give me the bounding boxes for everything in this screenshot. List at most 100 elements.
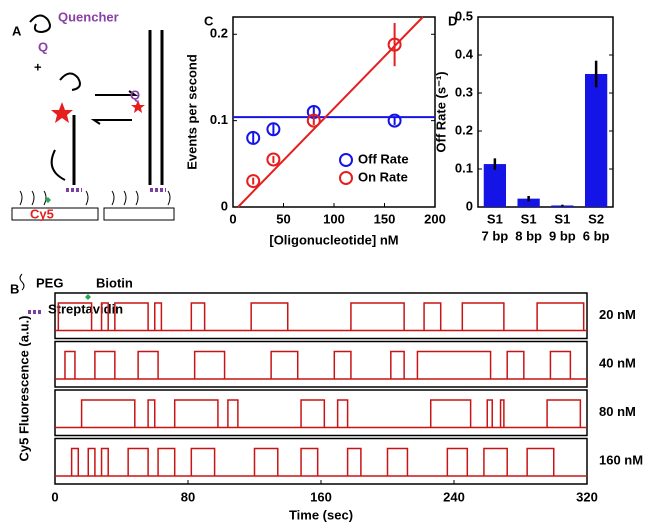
diagram-label: Quencher [58,9,119,24]
x-tick-label: S1 [521,211,537,226]
on-state [227,399,239,428]
x-tick-label: 50 [276,211,290,226]
on-state [100,302,109,331]
on-state [154,302,163,331]
panel-label: C [204,13,214,28]
legend-label: Off Rate [358,151,409,166]
on-state [114,302,149,331]
on-state [190,447,216,476]
on-state [346,447,362,476]
cy5-star [51,102,73,123]
x-axis-label: Time (sec) [289,507,353,522]
y-axis-label: Cy5 Fluorescence (a.u.) [16,316,31,462]
on-state [300,399,326,428]
diagram [11,14,175,291]
panel-label: B [10,281,19,296]
bar [517,198,540,207]
x-axis-label: [Oligonucleotide] nM [269,232,398,247]
x-tick-label: 80 [181,489,195,504]
y-tick-label: 0.4 [455,46,474,61]
on-state [549,350,572,379]
on-state [173,399,219,428]
x-tick-label: 160 [310,489,332,504]
on-state [416,350,492,379]
bar [584,74,608,207]
x-tick-sublabel: 9 bp [549,228,576,243]
pointer [50,149,66,181]
x-tick-label: 100 [323,211,345,226]
surface [103,207,175,221]
diagram-label: PEG [36,275,63,290]
on-state [386,447,409,476]
x-tick-label: 0 [229,211,236,226]
diagram-label: Q [130,87,140,102]
y-tick-label: 0 [466,198,473,213]
y-tick-label: 0.5 [455,8,473,23]
fit-line [237,16,424,208]
on-state [300,447,319,476]
on-state [350,302,405,331]
point [306,113,321,128]
on-state [270,350,299,379]
bar [483,164,507,207]
trace-frame [54,340,588,388]
y-tick-label: 0.2 [210,26,228,41]
point [246,130,261,145]
y-axis-label: Off Rate (s⁻¹) [433,71,448,152]
on-state [250,302,289,331]
point [266,152,281,167]
diagram-label: Biotin [96,275,133,290]
on-state [127,447,149,476]
on-state [423,302,442,331]
on-state [147,399,156,428]
on-state [193,350,226,379]
on-state [190,302,206,331]
trace-label: 160 nM [599,453,643,468]
trace-label: 40 nM [599,356,636,371]
on-state [157,447,176,476]
on-state [336,399,349,428]
surface [11,207,99,221]
on-state [499,399,505,428]
on-state [461,302,505,331]
trace-frame [54,389,588,437]
x-tick-label: S1 [554,211,570,226]
on-state [333,350,352,379]
x-tick-label: S2 [588,211,604,226]
y-tick-label: 0 [221,198,228,213]
legend-marker [339,171,353,185]
diagram-label: Cy5 [30,206,54,221]
on-state [64,350,76,379]
x-tick-label: 0 [51,489,58,504]
on-state [87,447,96,476]
y-tick-label: 0.3 [455,84,473,99]
on-state [526,447,555,476]
peg [19,190,171,206]
trace-label: 80 nM [599,404,636,419]
x-tick-sublabel: 8 bp [515,228,542,243]
trace-frame [54,292,588,340]
y-tick-label: 0.2 [455,122,473,137]
diagram-label: Q [38,39,48,54]
on-state [446,447,469,476]
on-state [94,350,116,379]
on-state [506,350,525,379]
point [387,37,402,52]
legend-label: On Rate [358,169,408,184]
y-tick-label: 0.1 [455,160,473,175]
on-state [390,350,405,379]
on-state [80,399,136,428]
diagram-label: Streptavidin [48,301,123,316]
x-tick-sublabel: 7 bp [482,228,509,243]
y-axis-label: Events per second [184,54,199,170]
on-state [57,302,93,331]
on-state [429,399,472,428]
x-tick-label: 240 [443,489,465,504]
x-tick-sublabel: 6 bp [583,228,610,243]
strand-coil [59,72,81,91]
on-state [546,399,582,428]
cy5-star [131,100,145,113]
x-tick-label: S1 [487,211,503,226]
on-state [486,399,493,428]
